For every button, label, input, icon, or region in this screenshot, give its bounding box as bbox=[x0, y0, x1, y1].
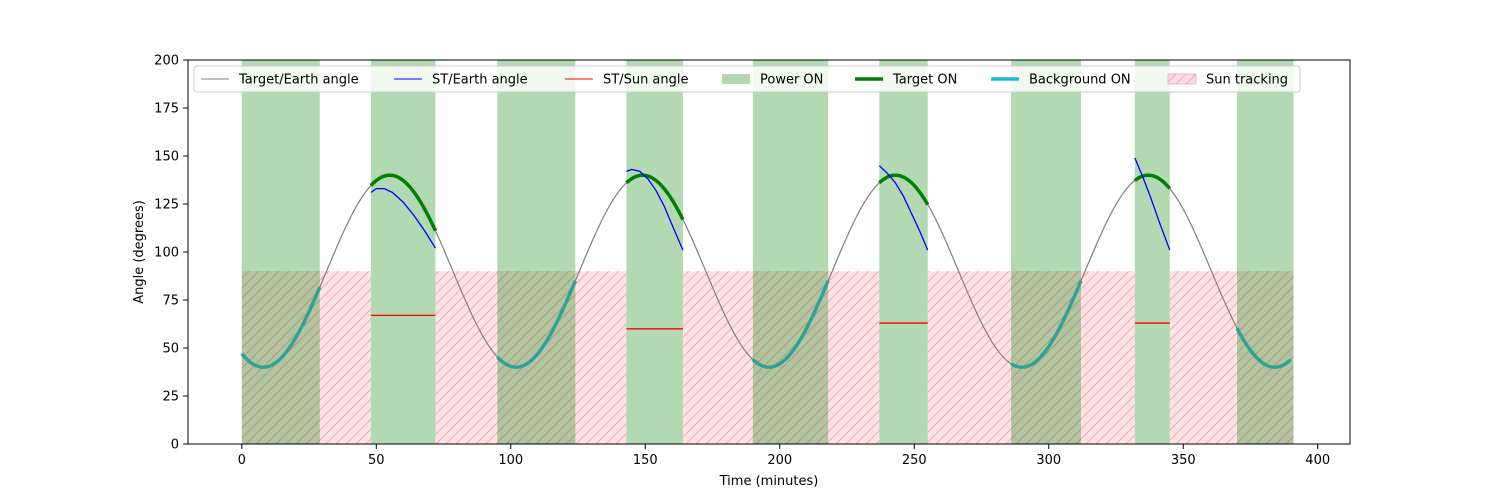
st-earth-angle-segment-3 bbox=[1134, 157, 1171, 251]
sun-tracking-hatch-1 bbox=[435, 271, 627, 444]
spans-layer bbox=[241, 60, 1294, 444]
x-tick-label-400: 400 bbox=[1305, 453, 1330, 468]
sun-tracking-hatch-4 bbox=[1169, 271, 1294, 444]
x-tick-label-150: 150 bbox=[633, 453, 658, 468]
power-on-region-8 bbox=[1237, 60, 1294, 444]
legend-swatch-hatch-6 bbox=[1168, 74, 1196, 84]
x-tick-label-200: 200 bbox=[767, 453, 792, 468]
legend-label-0: Target/Earth angle bbox=[238, 73, 359, 88]
legend-label-6: Sun tracking bbox=[1206, 73, 1288, 88]
power-on-region-0 bbox=[241, 60, 320, 444]
y-tick-label-75: 75 bbox=[162, 294, 179, 309]
background-on-segment-4 bbox=[1235, 327, 1292, 369]
x-tick-label-350: 350 bbox=[1171, 453, 1196, 468]
background-on-segment-2 bbox=[751, 280, 830, 369]
sun-tracking-hatch-0 bbox=[241, 271, 371, 444]
legend: Target/Earth angle ST/Earth angle ST/Sun a… bbox=[193, 65, 1301, 93]
st-earth-angle-segment-1 bbox=[626, 168, 684, 251]
x-tick-label-300: 300 bbox=[1036, 453, 1061, 468]
y-tick-label-25: 25 bbox=[162, 390, 179, 405]
legend-label-3: Power ON bbox=[760, 73, 823, 88]
power-on-region-5 bbox=[879, 60, 928, 444]
y-tick-label-100: 100 bbox=[154, 246, 179, 261]
background-on-segment-0 bbox=[240, 286, 322, 369]
power-on-region-6 bbox=[1011, 60, 1082, 444]
target-on-segment-1 bbox=[625, 173, 685, 221]
legend-swatch-3 bbox=[722, 74, 750, 84]
legend-label-2: ST/Sun angle bbox=[603, 73, 689, 88]
x-tick-label-250: 250 bbox=[902, 453, 927, 468]
y-tick-label-50: 50 bbox=[162, 342, 179, 357]
legend-label-1: ST/Earth angle bbox=[432, 73, 528, 88]
x-axis-label: Time (minutes) bbox=[719, 474, 819, 489]
x-tick-label-100: 100 bbox=[498, 453, 523, 468]
x-tick-label-0: 0 bbox=[238, 453, 246, 468]
sun-tracking-hatch-2 bbox=[682, 271, 880, 444]
y-axis-label: Angle (degrees) bbox=[132, 200, 147, 304]
target-on-segment-0 bbox=[369, 173, 438, 232]
legend-label-4: Target ON bbox=[892, 73, 957, 88]
y-tick-label-0: 0 bbox=[171, 438, 179, 453]
power-on-region-1 bbox=[370, 60, 436, 444]
power-on-region-2 bbox=[497, 60, 576, 444]
power-on-region-3 bbox=[626, 60, 683, 444]
sun-tracking-hatch-3 bbox=[927, 271, 1135, 444]
target-on-segment-2 bbox=[878, 173, 930, 206]
y-tick-label-175: 175 bbox=[154, 102, 179, 117]
y-tick-label-125: 125 bbox=[154, 198, 179, 213]
background-on-segment-3 bbox=[1010, 280, 1083, 369]
y-tick-label-200: 200 bbox=[154, 54, 179, 69]
st-earth-angle-segment-2 bbox=[878, 165, 929, 251]
power-on-region-7 bbox=[1134, 60, 1170, 444]
st-earth-angle-segment-0 bbox=[370, 187, 437, 249]
y-tick-label-150: 150 bbox=[154, 150, 179, 165]
series-layer bbox=[240, 157, 1292, 369]
axes-layer: 0 50 100 150 200 250 300 350 400 0 25 50 75 100 125 150… bbox=[154, 54, 1330, 469]
background-on-segment-1 bbox=[496, 280, 577, 369]
power-on-region-4 bbox=[752, 60, 829, 444]
legend-label-5: Background ON bbox=[1029, 73, 1131, 88]
x-tick-label-50: 50 bbox=[368, 453, 385, 468]
target-on-segment-3 bbox=[1133, 173, 1172, 190]
